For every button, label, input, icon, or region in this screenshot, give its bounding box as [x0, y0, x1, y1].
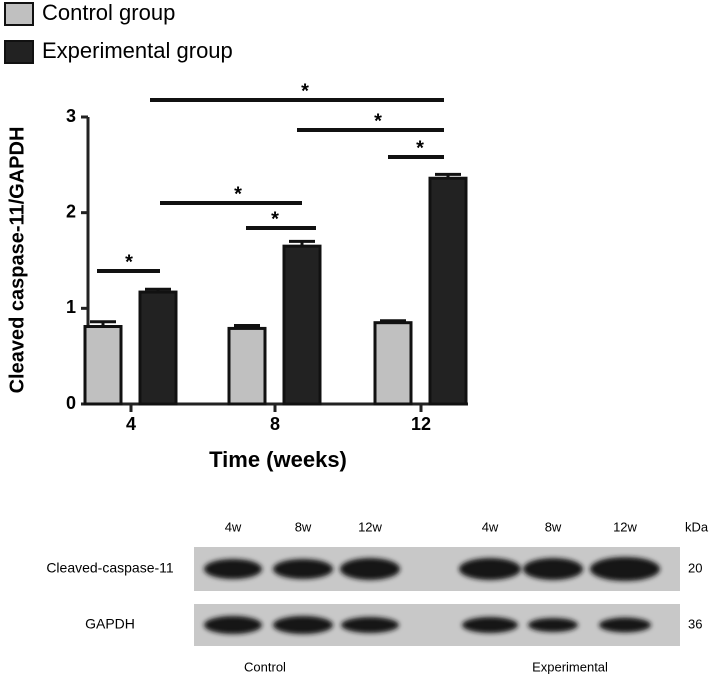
blot-band — [204, 559, 262, 579]
y-tick-label: 3 — [66, 106, 76, 126]
blot-band — [204, 616, 262, 634]
x-tick-label: 8 — [270, 414, 280, 434]
lane-label: 4w — [482, 519, 499, 534]
blot-band — [462, 617, 518, 633]
significance-label: * — [374, 110, 382, 132]
lane-label: 12w — [358, 519, 382, 534]
legend-swatch — [4, 2, 34, 26]
blot-band — [599, 617, 651, 633]
bar — [373, 321, 413, 406]
blot-band — [528, 618, 578, 632]
significance-label: * — [125, 251, 133, 273]
lane-label: 12w — [613, 519, 637, 534]
blot-band — [273, 559, 333, 579]
lane-label: 8w — [295, 519, 312, 534]
significance-label: * — [234, 183, 242, 205]
x-tick-label: 4 — [126, 414, 136, 434]
x-tick-label: 12 — [411, 414, 431, 434]
y-tick-label: 1 — [66, 297, 76, 317]
legend-label: Experimental group — [42, 38, 233, 63]
legend-label: Control group — [42, 0, 175, 25]
bar — [428, 176, 468, 406]
significance-label: * — [416, 137, 424, 159]
blot-band — [273, 616, 333, 634]
significance-label: * — [301, 80, 309, 102]
row-label: Cleaved-caspase-11 — [46, 560, 174, 576]
y-tick-label: 2 — [66, 201, 76, 221]
group-label: Control — [244, 659, 286, 674]
bar — [282, 244, 322, 406]
legend-swatch — [4, 40, 34, 64]
blot-band — [459, 558, 521, 580]
bar — [138, 290, 178, 406]
blot-band — [341, 617, 399, 633]
bar — [227, 326, 267, 406]
significance-label: * — [271, 208, 279, 230]
unit-label: kDa — [685, 519, 709, 534]
lane-label: 8w — [545, 519, 562, 534]
row-label: GAPDH — [85, 616, 135, 632]
y-axis-label: Cleaved caspase-11/GAPDH — [6, 127, 28, 394]
group-label: Experimental — [532, 659, 608, 674]
blot-band — [523, 558, 583, 580]
kda-label: 36 — [688, 616, 702, 631]
lane-label: 4w — [225, 519, 242, 534]
kda-label: 20 — [688, 560, 702, 575]
blot-band — [340, 558, 400, 580]
y-tick-label: 0 — [66, 393, 76, 413]
x-axis-label: Time (weeks) — [209, 447, 347, 472]
bar — [83, 325, 123, 406]
blot-band — [590, 557, 660, 581]
